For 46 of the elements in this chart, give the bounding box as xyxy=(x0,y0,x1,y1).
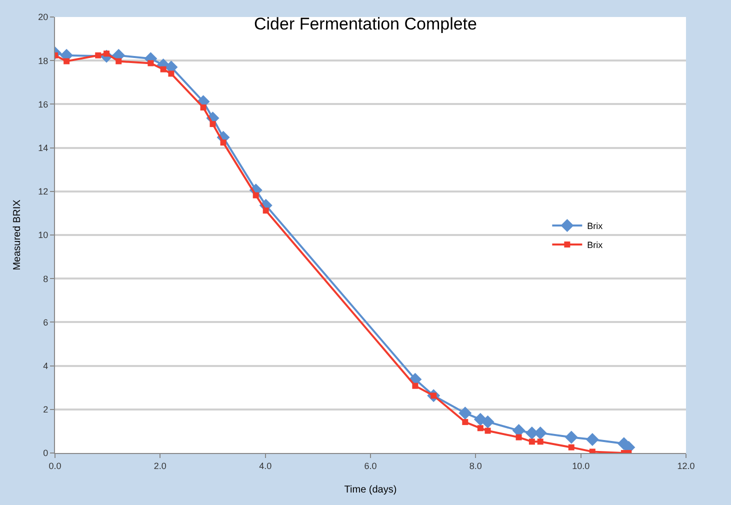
x-tick-label: 10.0 xyxy=(572,460,590,471)
legend-label: Brix xyxy=(587,221,604,232)
y-tick-label: 6 xyxy=(43,317,48,328)
point xyxy=(160,66,166,72)
y-tick-label: 4 xyxy=(43,360,48,371)
point xyxy=(537,438,544,445)
y-tick-label: 20 xyxy=(38,12,48,22)
point xyxy=(200,104,206,110)
legend-label: Brix xyxy=(587,240,604,250)
y-tick-label: 8 xyxy=(43,274,48,284)
x-tick-label: 2.0 xyxy=(154,460,166,471)
y-tick-label: 18 xyxy=(38,56,48,66)
x-tick-label: 8.0 xyxy=(469,460,482,471)
point xyxy=(484,428,491,434)
point xyxy=(462,419,468,426)
y-tick-label: 0 xyxy=(43,448,48,458)
point xyxy=(220,140,226,146)
y-tick-label: 16 xyxy=(38,99,48,110)
point xyxy=(458,406,472,420)
y-tick-label: 10 xyxy=(38,230,48,240)
point xyxy=(116,58,122,64)
point xyxy=(564,430,578,444)
point xyxy=(528,438,535,445)
point xyxy=(516,434,522,440)
x-axis-title: Time (days) xyxy=(344,484,397,496)
x-tick-label: 4.0 xyxy=(259,460,272,471)
y-tick-label: 12 xyxy=(38,186,48,197)
x-tick-label: 6.0 xyxy=(364,460,377,471)
point xyxy=(168,70,174,77)
x-tick-label: 0.0 xyxy=(48,460,62,471)
point xyxy=(252,192,259,198)
point xyxy=(148,60,154,66)
y-tick-label: 2 xyxy=(43,404,48,415)
y-axis-title: Measured BRIX xyxy=(12,199,24,270)
y-tick-label: 14 xyxy=(38,142,48,153)
point xyxy=(477,425,484,432)
point xyxy=(262,208,269,214)
point xyxy=(412,382,418,389)
point xyxy=(64,58,70,64)
point xyxy=(568,444,574,450)
point xyxy=(481,415,494,428)
chart-title: Cider Fermentation Complete xyxy=(254,14,477,34)
x-tick-label: 12.0 xyxy=(677,460,695,471)
point xyxy=(95,52,102,58)
point xyxy=(210,121,216,128)
point xyxy=(586,432,599,446)
